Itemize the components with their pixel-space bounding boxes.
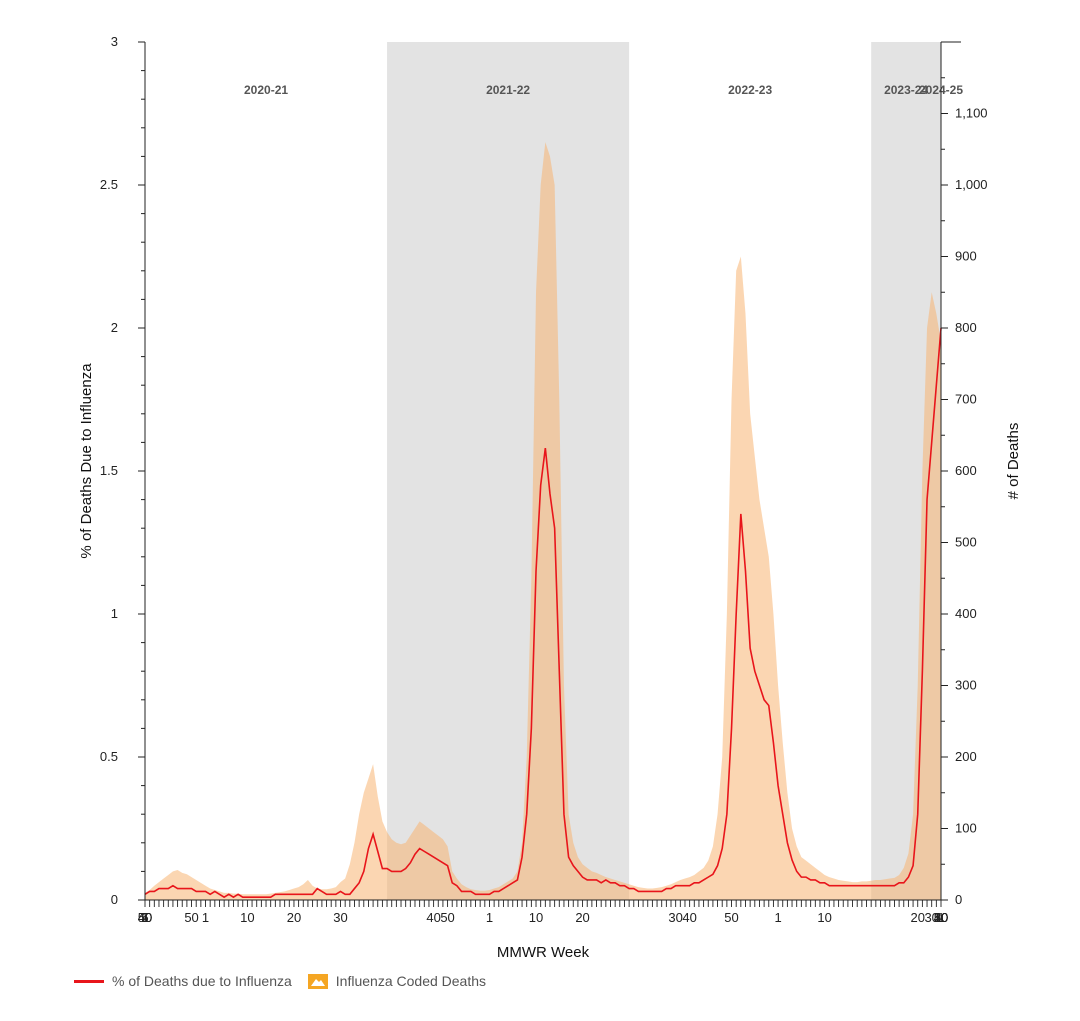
y-left-tick-label: 1.5 bbox=[100, 463, 118, 478]
y-right-tick-label: 700 bbox=[955, 392, 977, 407]
y-axis-left-title: % of Deaths Due to Influenza bbox=[78, 363, 95, 559]
season-band-2021-22 bbox=[387, 42, 630, 900]
y-left-tick-label: 0.5 bbox=[100, 749, 118, 764]
season-label-2020-21: 2020-21 bbox=[244, 83, 288, 97]
x-tick-label: 20 bbox=[287, 910, 301, 925]
x-tick-label: 40 bbox=[934, 910, 948, 925]
x-tick-label: 10 bbox=[817, 910, 831, 925]
y-right-tick-label: 900 bbox=[955, 249, 977, 264]
x-tick-label: 40 bbox=[426, 910, 440, 925]
x-tick-label: 30 bbox=[934, 910, 948, 925]
season-label-2023-24: 2023-24 bbox=[884, 83, 928, 97]
legend-line-swatch[interactable] bbox=[74, 979, 104, 983]
y-right-tick-label: 1,000 bbox=[955, 177, 988, 192]
x-tick-label: 30 bbox=[333, 910, 347, 925]
x-tick-label: 20 bbox=[575, 910, 589, 925]
x-tick-label: 30 bbox=[668, 910, 682, 925]
chart: 2020-21 2021-22 2022-23 2023-242024-2500.51… bbox=[78, 34, 1022, 961]
x-tick-label: 1 bbox=[774, 910, 781, 925]
y-right-tick-label: 100 bbox=[955, 821, 977, 836]
x-tick-label: 40 bbox=[682, 910, 696, 925]
y-right-tick-label: 1,100 bbox=[955, 106, 988, 121]
legend-area-label[interactable]: Influenza Coded Deaths bbox=[335, 973, 487, 989]
y-right-tick-label: 200 bbox=[955, 749, 977, 764]
x-tick-label: 20 bbox=[910, 910, 924, 925]
x-tick-label: 50 bbox=[724, 910, 738, 925]
x-tick-label: 1 bbox=[141, 910, 148, 925]
x-tick-label: 1 bbox=[202, 910, 209, 925]
x-tick-label: 5 bbox=[141, 910, 148, 925]
y-left-tick-label: 0 bbox=[111, 892, 118, 907]
legend-line-label[interactable]: % of Deaths due to Influenza bbox=[112, 973, 292, 989]
x-tick-label: 50 bbox=[138, 910, 152, 925]
x-tick-label: 1 bbox=[937, 910, 944, 925]
x-tick-label: 50 bbox=[184, 910, 198, 925]
x-tick-label: 50 bbox=[440, 910, 454, 925]
y-left-tick-label: 2.5 bbox=[100, 177, 118, 192]
y-axis-right-title: # of Deaths bbox=[1005, 423, 1022, 500]
x-axis-title: MMWR Week bbox=[497, 944, 590, 961]
x-tick-label: 10 bbox=[240, 910, 254, 925]
y-right-tick-label: 600 bbox=[955, 463, 977, 478]
line-pct-deaths-influenza bbox=[144, 327, 942, 899]
x-tick-label: 20 bbox=[934, 910, 948, 925]
season-label-2021-22: 2021-22 bbox=[486, 83, 530, 97]
x-tick-label: 30 bbox=[924, 910, 938, 925]
legend-area-icon[interactable] bbox=[307, 973, 328, 989]
y-right-tick-label: 500 bbox=[955, 535, 977, 550]
y-right-tick-label: 300 bbox=[955, 678, 977, 693]
season-label-2022-23: 2022-23 bbox=[728, 83, 772, 97]
y-left-tick-label: 3 bbox=[111, 34, 118, 49]
season-bands bbox=[387, 42, 941, 900]
area-influenza-coded-deaths bbox=[145, 142, 941, 901]
y-right-tick-label: 0 bbox=[955, 892, 962, 907]
x-tick-label: 1 bbox=[486, 910, 493, 925]
x-tick-label: 40 bbox=[138, 910, 152, 925]
y-left-tick-label: 2 bbox=[111, 320, 118, 335]
x-tick-label: 10 bbox=[934, 910, 948, 925]
y-left-tick-label: 1 bbox=[111, 606, 118, 621]
x-tick-label: 50 bbox=[934, 910, 948, 925]
y-right-tick-label: 800 bbox=[955, 320, 977, 335]
x-tick-label: 40 bbox=[138, 910, 152, 925]
legend: % of Deaths due to Influenza Influenza C… bbox=[74, 973, 486, 989]
y-right-tick-label: 400 bbox=[955, 606, 977, 621]
x-tick-label: 10 bbox=[529, 910, 543, 925]
